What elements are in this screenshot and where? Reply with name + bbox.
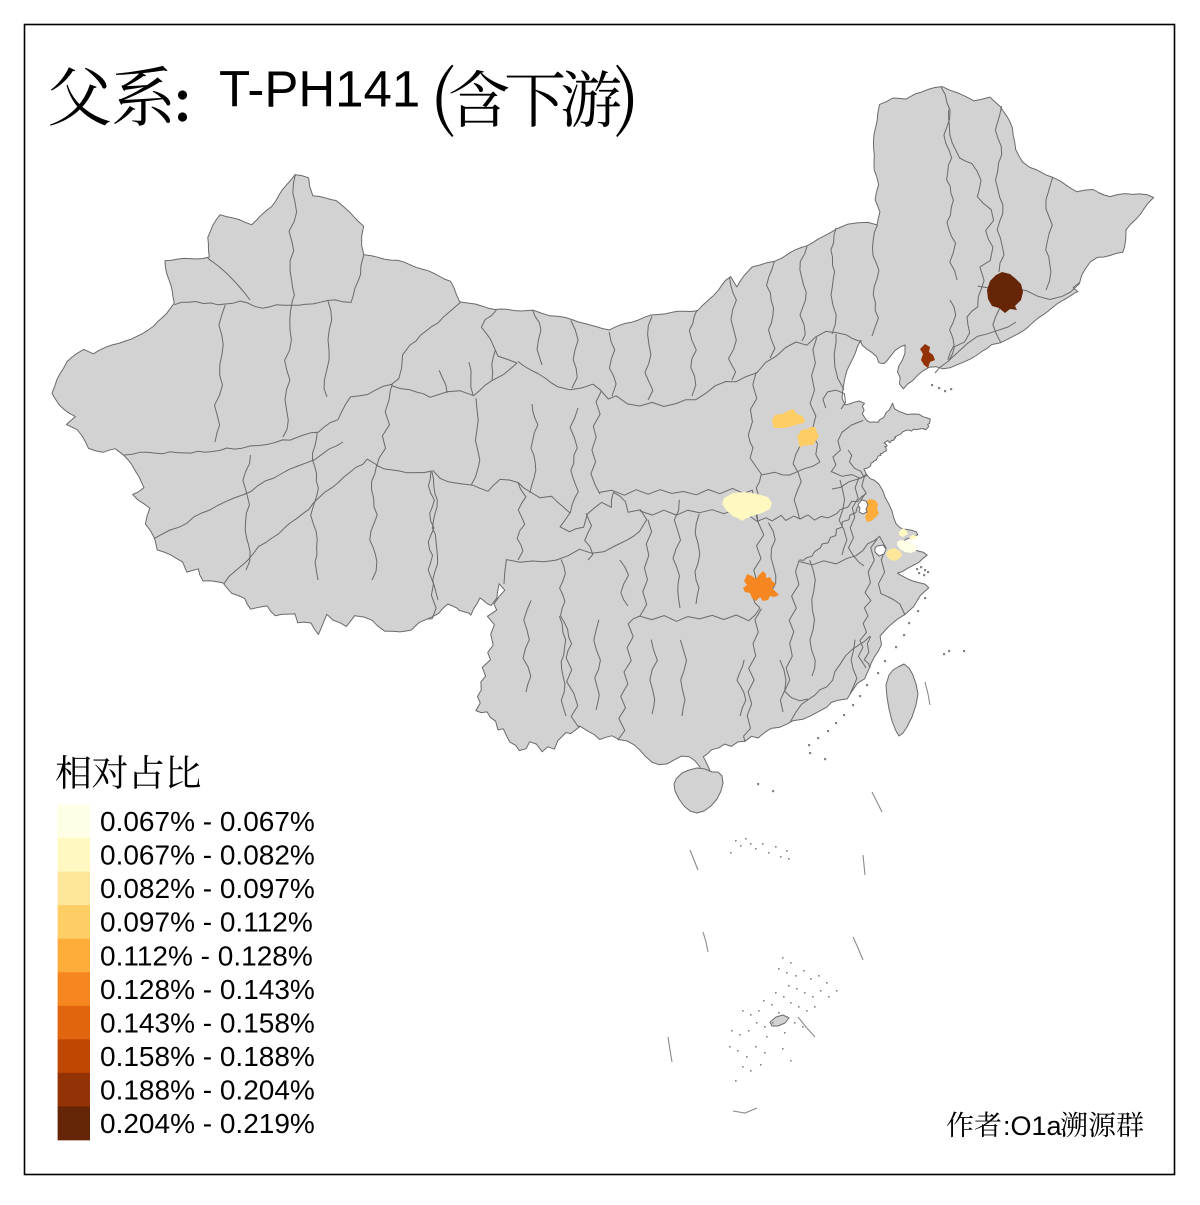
svg-text:T-PH141: T-PH141 <box>219 60 420 117</box>
svg-text:0.082% - 0.097%: 0.082% - 0.097% <box>100 873 315 904</box>
svg-text:0.067% - 0.082%: 0.067% - 0.082% <box>100 840 315 871</box>
svg-text:0.143% - 0.158%: 0.143% - 0.158% <box>100 1007 315 1038</box>
svg-text:0.204% - 0.219%: 0.204% - 0.219% <box>100 1108 315 1139</box>
svg-text:0.128% - 0.143%: 0.128% - 0.143% <box>100 974 315 1005</box>
svg-text::O1a: :O1a <box>1003 1111 1063 1141</box>
svg-text:0.097% - 0.112%: 0.097% - 0.112% <box>100 907 313 938</box>
svg-text:0.112% - 0.128%: 0.112% - 0.128% <box>100 940 313 971</box>
svg-text:0.188% - 0.204%: 0.188% - 0.204% <box>100 1075 315 1106</box>
svg-text:0.067% - 0.067%: 0.067% - 0.067% <box>100 806 315 837</box>
svg-text:0.158% - 0.188%: 0.158% - 0.188% <box>100 1041 315 1072</box>
